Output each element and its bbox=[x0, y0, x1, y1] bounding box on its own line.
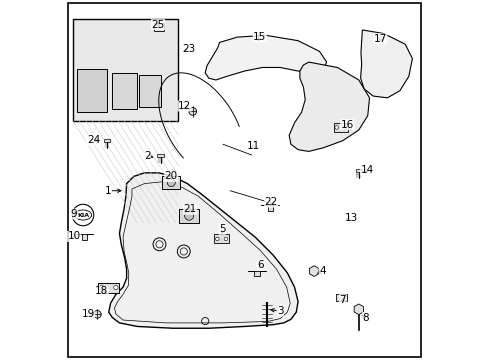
Circle shape bbox=[184, 211, 193, 220]
Bar bbox=[154, 23, 164, 31]
Text: 19: 19 bbox=[81, 309, 95, 319]
Circle shape bbox=[215, 237, 219, 241]
Text: 4: 4 bbox=[318, 266, 325, 276]
Circle shape bbox=[93, 310, 101, 318]
Bar bbox=[73, 19, 178, 121]
Text: 21: 21 bbox=[183, 204, 197, 214]
Polygon shape bbox=[75, 234, 93, 240]
Circle shape bbox=[167, 179, 175, 186]
Bar bbox=[333, 123, 347, 132]
Polygon shape bbox=[261, 205, 279, 211]
Circle shape bbox=[224, 237, 227, 241]
Text: 24: 24 bbox=[87, 135, 100, 145]
PathPatch shape bbox=[360, 30, 411, 98]
Text: KIA: KIA bbox=[77, 212, 89, 217]
Bar bbox=[335, 294, 346, 301]
Circle shape bbox=[72, 204, 94, 226]
Circle shape bbox=[99, 285, 103, 290]
Text: 2: 2 bbox=[144, 151, 150, 161]
Text: 15: 15 bbox=[253, 32, 266, 42]
Text: 18: 18 bbox=[95, 287, 108, 296]
Bar bbox=[77, 69, 107, 112]
Polygon shape bbox=[309, 266, 318, 276]
Circle shape bbox=[334, 126, 338, 129]
PathPatch shape bbox=[205, 35, 326, 80]
Text: 25: 25 bbox=[151, 19, 164, 30]
Bar bbox=[179, 209, 199, 223]
Bar bbox=[157, 154, 163, 157]
Text: 23: 23 bbox=[182, 44, 195, 54]
Text: 17: 17 bbox=[373, 34, 386, 44]
Bar bbox=[103, 139, 110, 142]
Text: 7: 7 bbox=[339, 295, 346, 305]
Circle shape bbox=[343, 126, 346, 129]
Bar bbox=[98, 283, 119, 293]
PathPatch shape bbox=[288, 62, 369, 152]
Text: 1: 1 bbox=[104, 186, 111, 196]
Text: 16: 16 bbox=[340, 120, 353, 130]
Text: 20: 20 bbox=[164, 171, 178, 181]
Text: 10: 10 bbox=[67, 231, 81, 242]
Bar bbox=[214, 234, 228, 243]
Polygon shape bbox=[247, 271, 265, 276]
Text: 6: 6 bbox=[257, 260, 264, 270]
Text: 11: 11 bbox=[246, 141, 260, 151]
PathPatch shape bbox=[108, 173, 298, 328]
Polygon shape bbox=[353, 304, 363, 315]
Bar bbox=[112, 73, 137, 109]
Bar bbox=[162, 176, 180, 189]
Text: 12: 12 bbox=[178, 101, 191, 111]
Bar bbox=[355, 170, 361, 172]
Text: 5: 5 bbox=[219, 224, 225, 234]
Text: 8: 8 bbox=[362, 312, 368, 323]
Text: 9: 9 bbox=[71, 209, 77, 219]
Text: 3: 3 bbox=[276, 306, 283, 316]
Bar bbox=[139, 75, 160, 107]
Text: 14: 14 bbox=[360, 165, 373, 175]
Circle shape bbox=[114, 285, 118, 290]
Circle shape bbox=[188, 108, 196, 115]
Text: 22: 22 bbox=[264, 197, 277, 207]
Text: 13: 13 bbox=[345, 213, 358, 223]
